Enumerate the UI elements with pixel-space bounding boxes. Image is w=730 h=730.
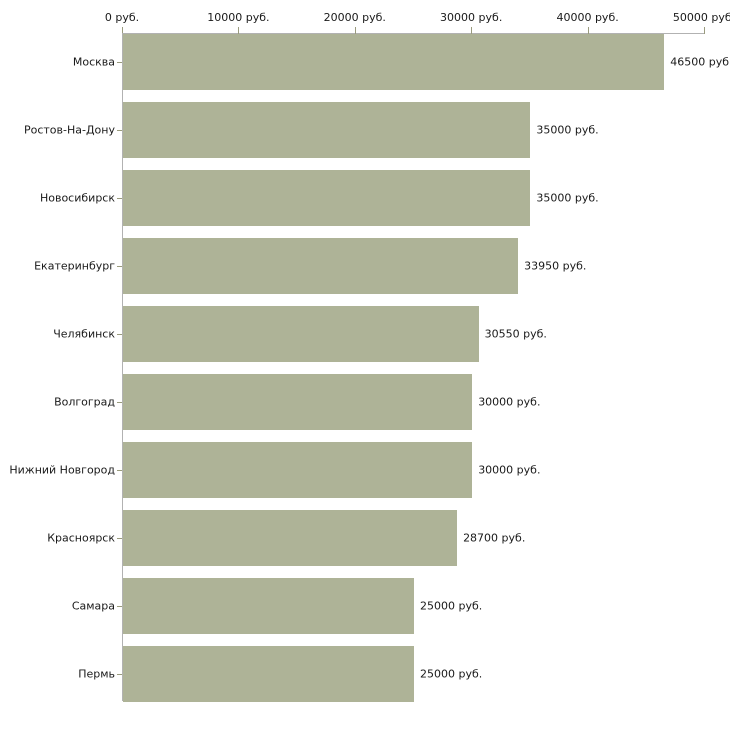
x-axis-line	[122, 33, 704, 34]
bar-value-label: 35000 руб.	[536, 123, 599, 137]
y-axis-tick	[117, 130, 122, 131]
y-axis-tick	[117, 198, 122, 199]
y-axis-tick	[117, 334, 122, 335]
y-axis-tick	[117, 266, 122, 267]
y-axis-tick	[117, 538, 122, 539]
bar-category-label: Красноярск	[47, 531, 115, 545]
bar-value-label: 35000 руб.	[536, 191, 599, 205]
y-axis-tick	[117, 62, 122, 63]
x-axis-tick-label: 0 руб.	[104, 11, 140, 24]
bar-category-label: Екатеринбург	[34, 259, 115, 273]
bar-category-label: Москва	[72, 55, 115, 69]
x-axis-tick-label: 20000 руб.	[323, 11, 386, 24]
bar[interactable]	[123, 306, 479, 362]
x-axis-tick	[238, 27, 240, 34]
x-axis-tick	[471, 27, 473, 34]
bar[interactable]	[123, 578, 414, 634]
bar[interactable]	[123, 442, 473, 498]
bar[interactable]	[123, 34, 665, 90]
bar[interactable]	[123, 646, 414, 702]
bar-value-label: 30000 руб.	[478, 395, 541, 409]
x-axis-tick	[704, 27, 705, 34]
bar-category-label: Челябинск	[53, 327, 115, 341]
x-axis-tick	[354, 27, 356, 34]
bar[interactable]	[123, 238, 519, 294]
y-axis-tick	[117, 606, 122, 607]
bar[interactable]	[123, 170, 531, 226]
bar-category-label: Нижний Новгород	[9, 463, 115, 477]
y-axis-tick	[117, 470, 122, 471]
y-axis-tick	[117, 402, 122, 403]
x-axis-tick-label: 30000 руб.	[440, 11, 503, 24]
bar-category-label: Новосибирск	[39, 191, 115, 205]
bar-value-label: 28700 руб.	[463, 531, 526, 545]
y-axis-tick	[117, 674, 122, 675]
bar[interactable]	[123, 102, 531, 158]
bar-category-label: Волгоград	[54, 395, 115, 409]
y-axis-line	[122, 33, 123, 701]
bar-category-label: Ростов-На-Дону	[23, 123, 115, 137]
x-axis-tick-label: 10000 руб.	[207, 11, 270, 24]
bar-value-label: 25000 руб.	[420, 599, 483, 613]
bar[interactable]	[123, 510, 458, 566]
x-axis-tick-label: 50000 руб.	[672, 11, 730, 24]
x-axis-tick-label: 40000 руб.	[556, 11, 619, 24]
x-axis-tick	[587, 27, 589, 34]
bar-value-label: 46500 руб.	[670, 55, 730, 69]
bar-value-label: 25000 руб.	[420, 667, 483, 681]
bar-value-label: 30000 руб.	[478, 463, 541, 477]
bar[interactable]	[123, 374, 473, 430]
bar-value-label: 33950 руб.	[524, 259, 587, 273]
bar-category-label: Пермь	[78, 667, 115, 681]
x-axis-tick	[122, 27, 123, 34]
bar-value-label: 30550 руб.	[484, 327, 547, 341]
bar-category-label: Самара	[71, 599, 115, 613]
